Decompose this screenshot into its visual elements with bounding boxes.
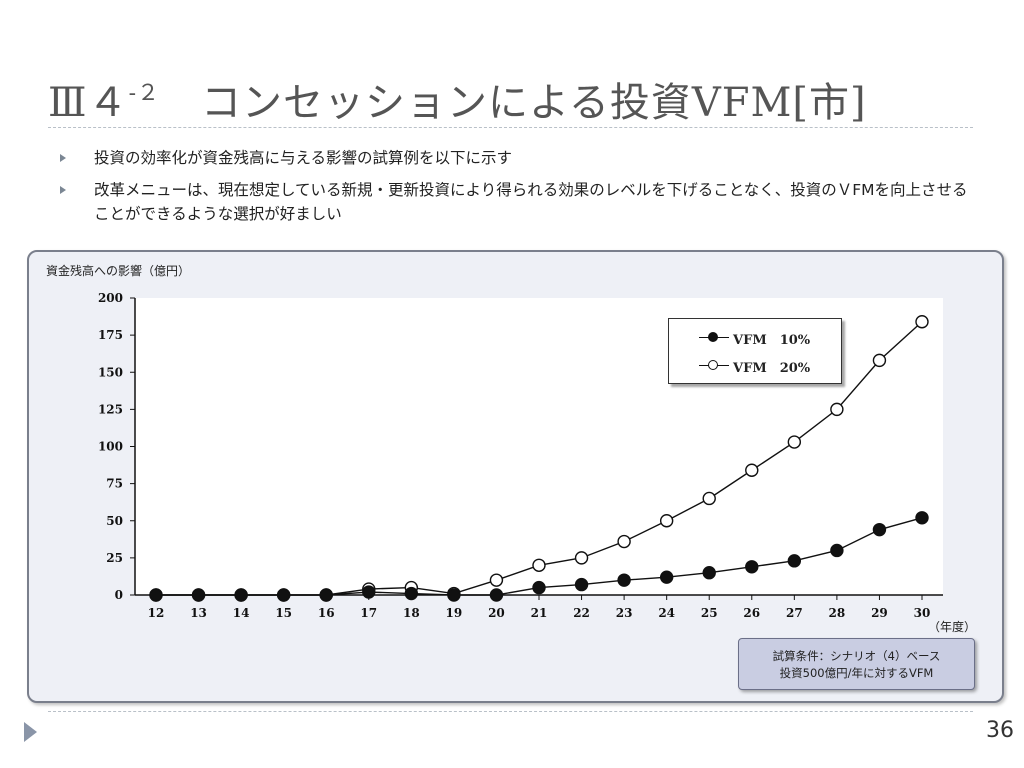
point-vfm-10 — [787, 554, 802, 568]
point-vfm-10 — [191, 588, 206, 602]
legend-item-20: VFM 20% — [699, 356, 810, 376]
point-vfm-20 — [617, 534, 631, 549]
point-vfm-20 — [830, 402, 844, 417]
open-circle-marker-icon — [699, 360, 729, 372]
point-vfm-10 — [915, 511, 929, 525]
point-vfm-20 — [532, 558, 546, 572]
y-tick-label: 25 — [106, 551, 123, 565]
chart-legend: VFM 10% VFM 20% — [668, 318, 842, 384]
page-number: 36 — [986, 718, 1014, 743]
calculation-conditions-box: 試算条件：シナリオ（4）ベース 投資500億円/年に対するVFM — [738, 638, 975, 690]
x-tick-label: 20 — [488, 606, 505, 620]
legend-item-10: VFM 10% — [699, 328, 810, 348]
x-tick-label: 16 — [318, 606, 335, 620]
x-tick-label: 24 — [658, 606, 675, 620]
x-tick-label: 30 — [914, 606, 931, 620]
x-tick-label: 15 — [275, 606, 292, 620]
point-vfm-20 — [574, 551, 589, 565]
point-vfm-10 — [319, 588, 333, 602]
point-vfm-20 — [489, 573, 504, 587]
bullet-triangle-icon — [60, 154, 66, 162]
condition-line: 投資500億円/年に対するVFM — [779, 666, 934, 680]
play-triangle-icon — [24, 722, 37, 742]
point-vfm-20 — [872, 353, 887, 368]
y-tick-label: 100 — [98, 440, 123, 454]
point-vfm-10 — [617, 573, 631, 587]
slide-title: Ⅲ４-２ コンセッションによる投資VFM[市] — [48, 80, 867, 126]
point-vfm-10 — [745, 560, 759, 574]
point-vfm-10 — [362, 585, 376, 599]
x-tick-label: 17 — [360, 606, 377, 620]
point-vfm-10 — [872, 522, 887, 537]
x-tick-label: 18 — [403, 606, 420, 620]
y-tick-label: 175 — [98, 328, 123, 342]
y-tick-label: 75 — [106, 477, 123, 491]
point-vfm-10 — [659, 570, 674, 584]
x-tick-label: 22 — [573, 606, 590, 620]
x-tick-label: 29 — [871, 606, 888, 620]
x-tick-label: 19 — [446, 606, 463, 620]
condition-line: 試算条件：シナリオ（4）ベース — [772, 649, 941, 663]
y-tick-label: 200 — [98, 291, 123, 305]
bullet-list: 投資の効率化が資金残高に与える影響の試算例を以下に示す 改革メニューは、現在想定… — [60, 146, 980, 234]
footer-divider — [48, 711, 973, 712]
x-tick-label: 13 — [190, 606, 207, 620]
point-vfm-10 — [404, 586, 419, 601]
point-vfm-10 — [234, 588, 248, 602]
filled-circle-marker-icon — [699, 332, 729, 344]
point-vfm-10 — [447, 588, 461, 602]
x-tick-label: 23 — [616, 606, 633, 620]
x-tick-label: 14 — [233, 606, 250, 620]
point-vfm-10 — [489, 588, 504, 602]
x-tick-label: 25 — [701, 606, 718, 620]
x-tick-label: 21 — [531, 606, 548, 620]
point-vfm-10 — [149, 588, 163, 602]
title-divider — [48, 127, 973, 128]
point-vfm-10 — [574, 577, 589, 592]
point-vfm-10 — [702, 566, 716, 580]
point-vfm-10 — [276, 588, 291, 602]
y-tick-label: 150 — [98, 365, 123, 379]
bullet-item: 投資の効率化が資金残高に与える影響の試算例を以下に示す — [60, 146, 980, 170]
y-tick-label: 0 — [115, 588, 123, 602]
point-vfm-20 — [787, 435, 802, 449]
point-vfm-10 — [532, 580, 546, 595]
bullet-triangle-icon — [60, 186, 66, 194]
x-tick-label: 26 — [743, 606, 760, 620]
point-vfm-10 — [830, 543, 844, 558]
x-tick-label: 27 — [786, 606, 803, 620]
bullet-item: 改革メニューは、現在想定している新規・更新投資により得られる効果のレベルを下げる… — [60, 178, 980, 226]
y-tick-label: 50 — [106, 514, 123, 528]
point-vfm-20 — [702, 491, 716, 506]
x-axis-label: （年度） — [928, 620, 977, 634]
y-tick-label: 125 — [98, 402, 123, 416]
point-vfm-20 — [659, 514, 674, 528]
point-vfm-20 — [745, 463, 759, 477]
x-tick-label: 28 — [829, 606, 846, 620]
y-axis-label: 資金残高への影響（億円） — [46, 264, 191, 278]
point-vfm-20 — [915, 315, 929, 329]
x-tick-label: 12 — [148, 606, 165, 620]
